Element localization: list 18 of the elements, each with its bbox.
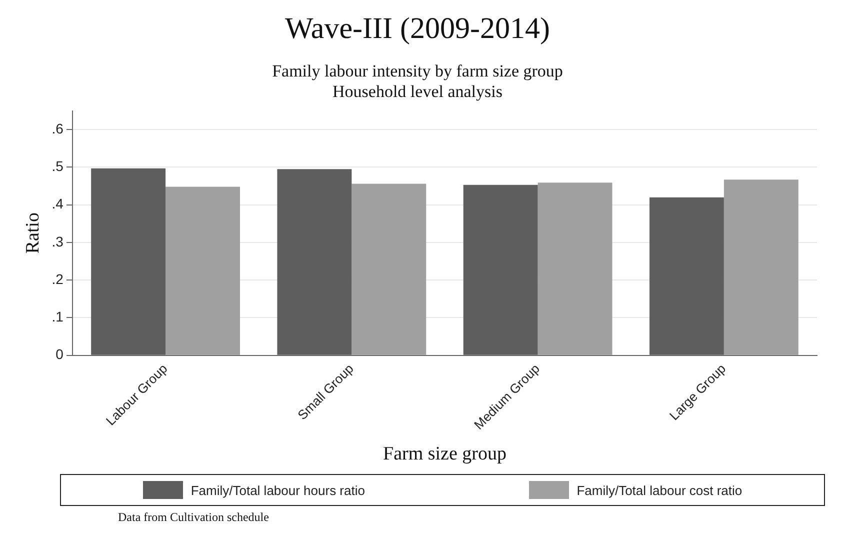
bar (352, 184, 426, 355)
y-tick-label: .2 (52, 270, 64, 287)
text: Data from Cultivation schedule (118, 510, 270, 525)
bar (166, 186, 240, 355)
y-tick-label: .1 (52, 308, 64, 325)
y-tick-label: 0 (56, 346, 64, 362)
legend-label: Family/Total labour hours ratio (190, 482, 365, 498)
y-tick-label: .3 (52, 233, 64, 250)
legend-label: Family/Total labour cost ratio (576, 482, 742, 498)
y-tick-label: .6 (52, 120, 64, 136)
x-axis-title: Farm size group (382, 444, 506, 465)
bar (724, 180, 798, 355)
y-axis-title: Ratio (22, 212, 44, 254)
chart-title: Wave-III (2009-2014) (285, 12, 550, 45)
bar (538, 182, 612, 355)
y-tick-label: .4 (52, 196, 64, 212)
y-tick-label: .5 (52, 158, 64, 174)
chart-subtitle: Family labour intensity by farm size group Household level analysis (272, 62, 563, 102)
